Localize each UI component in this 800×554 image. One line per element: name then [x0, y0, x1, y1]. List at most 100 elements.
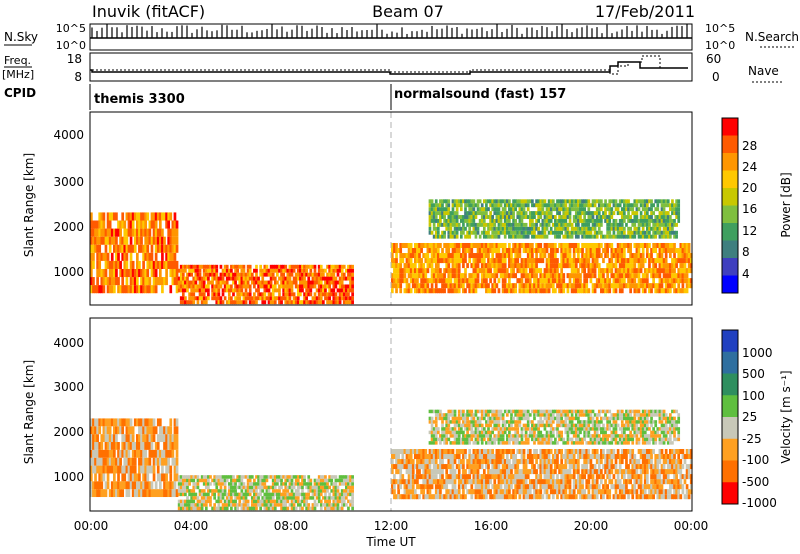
echo-cell: [227, 503, 231, 507]
echo-cell: [240, 288, 244, 293]
echo-cell: [654, 218, 658, 223]
echo-cell: [482, 454, 486, 460]
echo-cell: [257, 492, 260, 497]
echo-cell: [340, 264, 344, 269]
echo-cell: [441, 288, 444, 294]
echo-cell: [202, 478, 206, 483]
echo-cell: [474, 288, 478, 294]
echo-cell: [487, 253, 490, 259]
echo-cell: [520, 215, 524, 219]
echo-cell: [200, 496, 204, 500]
echo-cell: [627, 199, 630, 204]
echo-cell: [610, 258, 614, 264]
echo-cell: [439, 268, 442, 274]
echo-cell: [200, 506, 204, 511]
echo-cell: [562, 278, 566, 284]
echo-cell: [426, 248, 430, 254]
echo-cell: [449, 278, 453, 284]
echo-cell: [173, 434, 177, 443]
echo-cell: [434, 211, 438, 216]
echo-cell: [499, 479, 503, 485]
echo-cell: [171, 236, 175, 245]
echo-cell: [470, 283, 474, 289]
echo-cell: [184, 288, 187, 293]
echo-cell: [232, 272, 235, 277]
echo-cell: [445, 218, 449, 223]
echo-cell: [238, 284, 242, 289]
echo-cell: [520, 218, 524, 223]
echo-cell: [334, 485, 338, 490]
echo-cell: [148, 489, 152, 498]
echo-cell: [140, 465, 143, 474]
echo-cell: [144, 220, 148, 229]
echo-cell: [345, 478, 348, 483]
echo-cell: [660, 263, 664, 269]
echo-cell: [278, 496, 281, 500]
echo-cell: [660, 211, 664, 216]
echo-cell: [204, 499, 208, 504]
echo-cell: [612, 230, 616, 235]
echo-cell: [119, 489, 122, 498]
echo-cell: [625, 215, 628, 219]
echo-cell: [209, 268, 212, 273]
echo-cell: [248, 506, 252, 511]
echo-cell: [564, 283, 568, 289]
echo-cell: [173, 252, 177, 261]
echo-cell: [161, 244, 164, 253]
echo-cell: [305, 506, 308, 511]
noise-right-tick-bottom: 10^0: [705, 39, 735, 52]
echo-cell: [610, 222, 614, 227]
echo-cell: [112, 277, 116, 286]
echo-cell: [334, 506, 338, 511]
echo-cell: [543, 226, 547, 231]
echo-cell: [92, 285, 95, 294]
echo-cell: [476, 207, 480, 212]
echo-cell: [560, 222, 564, 227]
echo-cell: [154, 489, 158, 498]
echo-cell: [158, 268, 162, 278]
echo-cell: [215, 276, 219, 281]
echo-cell: [520, 263, 524, 269]
echo-cell: [570, 268, 574, 274]
echo-cell: [439, 199, 442, 204]
echo-cell: [135, 473, 139, 482]
echo-cell: [351, 280, 354, 285]
echo-cell: [188, 272, 191, 277]
echo-cell: [447, 218, 451, 223]
echo-cell: [284, 268, 288, 273]
echo-cell: [142, 418, 145, 427]
echo-cell: [186, 503, 189, 507]
echo-cell: [152, 212, 156, 221]
echo-cell: [334, 300, 338, 305]
echo-cell: [436, 288, 440, 294]
echo-cell: [307, 492, 311, 497]
echo-cell: [658, 226, 662, 231]
echo-cell: [533, 230, 536, 235]
echo-cell: [493, 464, 497, 470]
echo-cell: [489, 222, 492, 227]
echo-cell: [602, 283, 605, 289]
echo-cell: [273, 288, 277, 293]
echo-cell: [654, 273, 658, 279]
echo-cell: [443, 283, 446, 289]
echo-cell: [138, 473, 141, 482]
echo-cell: [98, 426, 102, 435]
echo-cell: [673, 211, 676, 216]
echo-cell: [677, 207, 681, 212]
echo-cell: [604, 248, 607, 254]
echo-cell: [457, 226, 461, 231]
echo-cell: [551, 253, 555, 259]
echo-cell: [317, 492, 321, 497]
echo-cell: [528, 484, 532, 490]
echo-cell: [554, 263, 557, 269]
echo-cell: [505, 494, 509, 500]
echo-cell: [413, 288, 417, 294]
echo-cell: [405, 484, 409, 490]
echo-cell: [476, 222, 480, 227]
echo-cell: [186, 475, 189, 479]
echo-cell: [664, 273, 668, 279]
echo-cell: [449, 242, 453, 249]
echo-cell: [263, 292, 267, 297]
echo-cell: [501, 283, 505, 289]
echo-cell: [192, 276, 196, 281]
